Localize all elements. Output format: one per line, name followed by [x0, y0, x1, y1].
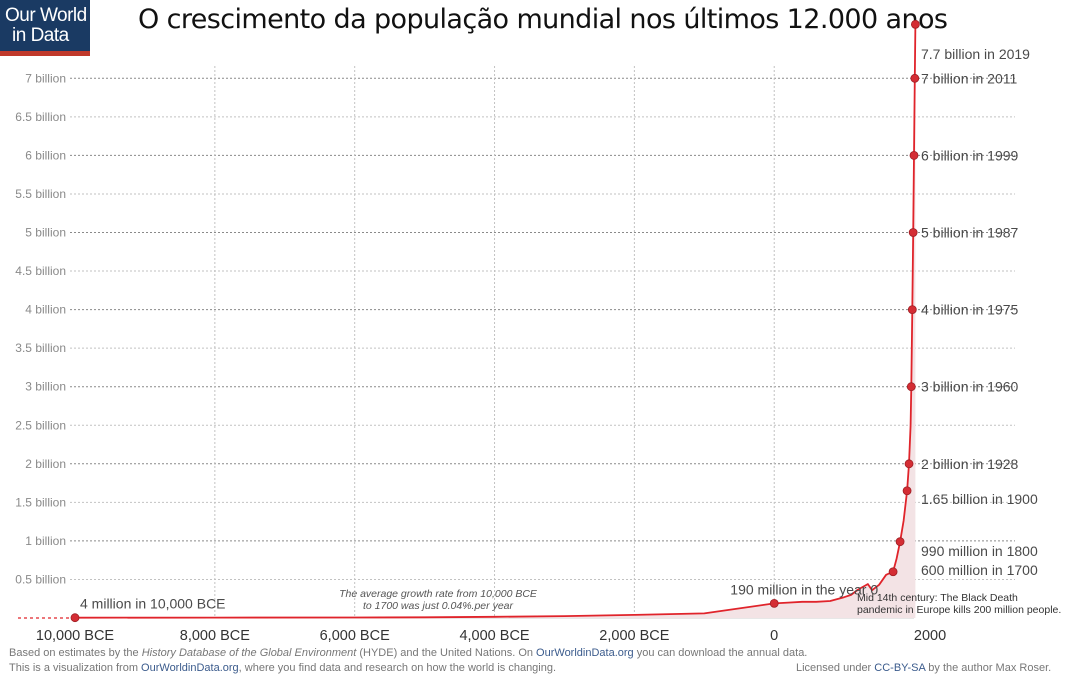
owid-logo: Our World in Data — [0, 0, 90, 56]
series-line — [74, 24, 917, 619]
data-point-8 — [908, 228, 918, 237]
annotation-growth-line-1: to 1700 was just 0.04%.per year — [363, 600, 514, 612]
owid-link-2[interactable]: OurWorldinData.org — [141, 662, 239, 674]
y-tick-label-3: 2 billion — [25, 457, 66, 471]
license-note: Licensed under CC-BY-SA by the author Ma… — [796, 662, 1052, 674]
data-point-7 — [907, 305, 917, 315]
y-tick-label-1: 1 billion — [25, 534, 66, 548]
y-tick-label-0: 0.5 billion — [15, 572, 66, 586]
data-point-4 — [902, 486, 912, 496]
y-tick-label-4: 2.5 billion — [15, 418, 66, 432]
data-point-0 — [70, 613, 80, 623]
data-point-3 — [895, 537, 905, 547]
data-label-7: 4 billion in 1975 — [921, 302, 1019, 318]
data-label-5: 2 billion in 1928 — [921, 456, 1019, 472]
x-tick-label-5: 0 — [770, 628, 778, 644]
source-note-line1: Based on estimates by the History Databa… — [9, 647, 808, 659]
y-tick-label-8: 4.5 billion — [15, 264, 66, 278]
x-tick-label-3: 4,000 BCE — [459, 628, 529, 644]
data-point-1 — [769, 598, 779, 608]
data-point-10 — [910, 73, 920, 83]
annotation-growth-line-0: The average growth rate from 10,000 BCE — [339, 588, 538, 600]
logo-accent-bar — [0, 51, 90, 56]
y-tick-label-11: 6 billion — [25, 148, 66, 162]
y-tick-label-13: 7 billion — [25, 71, 66, 85]
owid-link[interactable]: OurWorldinData.org — [536, 647, 634, 659]
data-point-2 — [888, 567, 898, 577]
x-tick-label-4: 2,000 BCE — [599, 628, 669, 644]
y-tick-label-10: 5.5 billion — [15, 187, 66, 201]
data-label-3: 990 million in 1800 — [921, 543, 1038, 559]
data-point-6 — [906, 382, 916, 392]
y-tick-label-7: 4 billion — [25, 303, 66, 317]
y-tick-label-12: 6.5 billion — [15, 110, 66, 124]
annotation-black-death-line-1: pandemic in Europe kills 200 million peo… — [857, 604, 1061, 616]
y-tick-label-2: 1.5 billion — [15, 495, 66, 509]
y-tick-label-9: 5 billion — [25, 226, 66, 240]
x-tick-label-0: 10,000 BCE — [36, 628, 115, 644]
hyde-name: History Database of the Global Environme… — [141, 647, 357, 659]
chart-title: O crescimento da população mundial nos ú… — [138, 4, 948, 35]
data-label-8: 5 billion in 1987 — [921, 225, 1019, 241]
x-tick-label-1: 8,000 BCE — [180, 628, 250, 644]
logo-line1: Our World — [5, 5, 87, 26]
data-label-2: 600 million in 1700 — [921, 562, 1038, 578]
data-label-9: 6 billion in 1999 — [921, 147, 1019, 163]
source-note-line2: This is a visualization from OurWorldinD… — [9, 662, 557, 674]
data-label-11: 7.7 billion in 2019 — [921, 46, 1030, 62]
y-tick-label-6: 3.5 billion — [15, 341, 66, 355]
annotation-black-death-line-0: Mid 14th century: The Black Death — [857, 592, 1018, 604]
x-tick-label-6: 2000 — [914, 628, 946, 644]
x-tick-label-2: 6,000 BCE — [320, 628, 390, 644]
y-tick-label-5: 3 billion — [25, 380, 66, 394]
data-label-0: 4 million in 10,000 BCE — [80, 596, 226, 612]
population-chart: 0.5 billion 1 billion 1.5 billion 2 billion… — [15, 19, 1061, 644]
data-label-1: 190 million in the year 0 — [730, 581, 878, 597]
data-label-6: 3 billion in 1960 — [921, 379, 1019, 395]
series-area-fill — [75, 24, 916, 619]
data-label-10: 7 billion in 2011 — [921, 70, 1017, 86]
data-point-11 — [910, 19, 920, 29]
data-point-5 — [904, 459, 914, 469]
license-link[interactable]: CC-BY-SA — [874, 662, 926, 674]
data-point-9 — [909, 150, 919, 160]
data-label-4: 1.65 billion in 1900 — [921, 491, 1038, 507]
logo-line2: in Data — [12, 25, 69, 46]
